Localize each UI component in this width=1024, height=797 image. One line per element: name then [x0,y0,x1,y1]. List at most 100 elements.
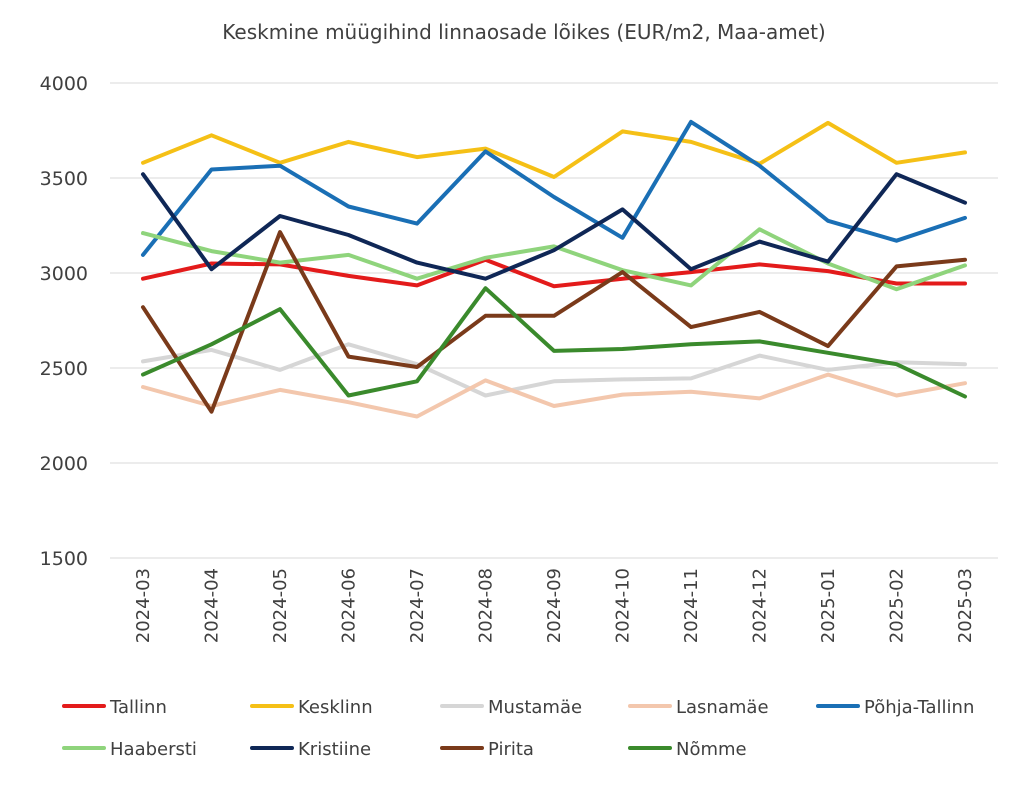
data-point [689,376,693,380]
data-point [347,205,350,208]
data-point [621,393,624,397]
data-point [484,149,487,153]
data-point [210,249,213,253]
data-point [484,256,487,260]
data-point [347,394,350,398]
y-tick-label: 3500 [40,168,88,190]
data-point [415,155,419,159]
data-point [484,378,487,382]
legend-label: Kristiine [298,739,371,760]
y-tick-label: 4000 [40,73,88,95]
data-point [347,140,350,144]
data-point [895,362,898,366]
data-point [689,120,693,124]
legend-item: Lasnamäe [628,697,769,718]
data-point [415,222,419,226]
series-line-haabersti [141,227,967,292]
data-point [895,239,898,243]
data-point [552,195,556,199]
data-point [552,404,556,408]
data-point [415,414,419,418]
data-point [141,231,145,235]
y-tick-label: 1500 [40,548,88,570]
data-point [141,359,145,363]
data-point [758,164,761,168]
data-point [484,277,487,281]
x-tick-label: 2024-04 [202,568,223,643]
data-point [347,400,350,404]
data-point [895,172,898,176]
legend-item: Mustamäe [440,697,582,718]
data-point [141,305,145,309]
series-lines [141,119,967,419]
data-point [963,395,967,398]
legend-item: Kristiine [250,739,371,760]
gridlines [110,82,998,559]
x-tick-label: 2024-07 [407,568,428,643]
series-line-põhja-tallinn [141,119,967,257]
data-point [895,281,898,285]
data-point [963,381,967,385]
data-point [758,310,761,314]
data-point [141,253,145,257]
data-point [278,214,282,218]
data-point [278,307,282,311]
data-point [826,368,830,372]
data-point [278,161,282,165]
data-point [552,284,556,288]
data-point [826,373,830,377]
y-axis-ticks: 1500 2000 2500 3000 3500 4000 [40,73,88,570]
data-point [621,236,624,240]
legend-item: Pirita [440,739,534,760]
data-point [963,150,967,154]
data-point [415,365,419,369]
data-point [415,379,419,383]
x-tick-label: 2025-03 [955,568,976,643]
data-point [826,260,830,264]
data-point [552,175,556,179]
x-tick-label: 2025-01 [818,568,839,643]
data-point [826,219,830,223]
data-point [210,167,213,171]
data-point [689,270,693,274]
data-point [552,379,556,383]
data-point [689,267,693,271]
legend-label: Tallinn [109,697,167,718]
series-line-kesklinn [141,120,967,179]
legend-label: Kesklinn [298,697,373,718]
data-point [484,394,487,398]
data-point [278,388,282,392]
data-point [278,230,282,234]
data-point [552,248,556,252]
data-point [758,227,761,231]
data-point [347,342,350,346]
data-point [141,373,145,377]
data-point [758,339,761,343]
legend-item: Nõmme [628,739,747,760]
data-point [552,314,556,318]
y-tick-label: 2500 [40,358,88,380]
legend-item: Haabersti [62,739,197,760]
data-point [758,396,761,400]
data-point [826,344,830,348]
y-tick-label: 2000 [40,453,88,475]
data-point [278,261,282,265]
legend-label: Mustamäe [488,697,582,718]
data-point [895,394,898,398]
data-point [141,161,145,165]
x-tick-label: 2024-12 [750,568,771,643]
data-point [347,355,350,359]
data-point [210,348,213,352]
data-point [141,277,145,281]
data-point [415,283,419,287]
data-point [347,253,350,257]
data-point [552,244,556,248]
data-point [415,277,419,281]
x-axis-ticks: 2024-03 2024-04 2024-05 2024-06 2024-07 2024-… [133,568,976,643]
legend-label: Nõmme [676,739,747,760]
data-point [621,207,624,211]
data-point [963,201,967,205]
x-tick-label: 2024-06 [339,568,360,643]
chart-title: Keskmine müügihind linnaosade lõikes (EU… [222,20,825,44]
x-tick-label: 2024-10 [613,568,634,643]
